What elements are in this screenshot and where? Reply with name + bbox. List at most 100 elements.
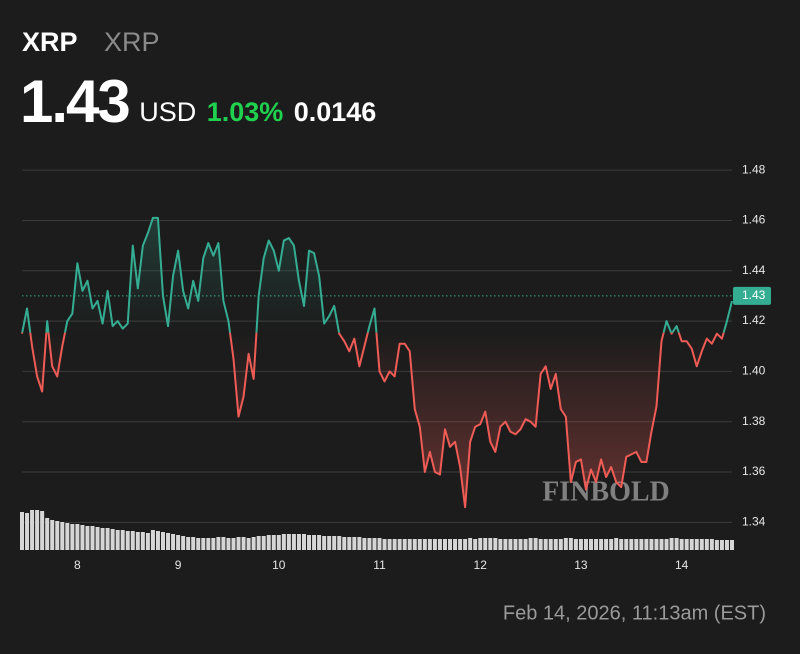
change: 0.0146 — [294, 97, 377, 127]
volume-bar — [533, 538, 538, 550]
volume-bar — [80, 525, 85, 550]
volume-bar — [246, 538, 251, 550]
volume-bar — [397, 539, 402, 550]
volume-bar — [130, 531, 135, 550]
volume-bar — [377, 538, 382, 550]
volume-bar — [392, 539, 397, 550]
volume-bar — [730, 540, 734, 550]
x-tick-label: 11 — [373, 558, 386, 572]
volume-bar — [704, 539, 709, 550]
volume-bar — [271, 535, 276, 550]
volume-bar — [684, 539, 689, 550]
volume-bar — [473, 539, 478, 550]
volume-bar — [528, 538, 533, 550]
volume-bar — [317, 535, 322, 550]
volume-bar — [407, 539, 412, 550]
volume-bar — [558, 539, 563, 550]
volume-bar — [181, 536, 186, 550]
volume-bar — [694, 539, 699, 550]
volume-bar — [251, 537, 256, 550]
price-row: 1.43 USD 1.03% 0.0146 — [20, 68, 376, 135]
volume-bar — [493, 538, 498, 550]
volume-bar — [160, 532, 165, 550]
volume-bar — [432, 539, 437, 550]
x-tick-label: 14 — [675, 558, 689, 572]
volume-bar — [150, 530, 155, 550]
volume-bar — [155, 531, 160, 550]
volume-bar — [241, 537, 246, 550]
x-tick-label: 10 — [272, 558, 286, 572]
volume-bar — [357, 537, 362, 550]
volume-bar — [296, 534, 301, 550]
y-tick-label: 1.46 — [742, 213, 766, 227]
volume-bar — [619, 539, 624, 550]
volume-bar — [65, 523, 70, 550]
currency: USD — [139, 97, 196, 127]
volume-bar — [563, 538, 568, 550]
volume-bar — [372, 538, 377, 550]
volume-bar — [75, 524, 80, 550]
volume-bar — [609, 539, 614, 550]
volume-bar — [483, 538, 488, 550]
volume-bar — [427, 539, 432, 550]
volume-bar — [654, 539, 659, 550]
volume-bar — [458, 539, 463, 550]
volume-bar — [332, 536, 337, 550]
price-tag — [733, 286, 771, 305]
volume-bar — [629, 539, 634, 550]
volume-bar — [634, 539, 639, 550]
volume-bar — [367, 538, 372, 550]
volume-bar — [347, 537, 352, 550]
volume-bar — [266, 535, 271, 550]
volume-bar — [191, 537, 196, 550]
volume-bar — [699, 539, 704, 550]
volume-bar — [322, 536, 327, 550]
volume-bar — [166, 533, 171, 550]
line-down — [21, 332, 725, 509]
volume-bar — [55, 521, 60, 550]
volume-bar — [714, 540, 719, 550]
volume-bar — [719, 540, 724, 550]
timestamp: Feb 14, 2026, 11:13am (EST) — [503, 602, 766, 624]
volume-bar — [110, 529, 115, 550]
volume-bar — [261, 536, 266, 550]
volume-bar — [422, 539, 427, 550]
volume-bar — [624, 539, 629, 550]
x-tick-label: 13 — [574, 558, 588, 572]
volume-bar — [659, 539, 664, 550]
volume-bar — [679, 539, 684, 550]
volume-bar — [508, 539, 513, 550]
volume-bar — [301, 534, 306, 550]
volume-bar — [216, 537, 221, 550]
volume-bar — [221, 537, 226, 550]
volume-bar — [513, 539, 518, 550]
symbol: XRP — [22, 27, 78, 57]
y-tick-label: 1.36 — [742, 464, 766, 478]
volume-bar — [35, 510, 40, 550]
volume-bar — [478, 538, 483, 550]
volume-bar — [25, 513, 30, 550]
y-tick-label: 1.44 — [742, 263, 766, 277]
volume-bar — [589, 539, 594, 550]
volume-bar — [583, 539, 588, 550]
volume-bar — [382, 539, 387, 550]
volume-bar — [70, 524, 75, 550]
volume-bar — [362, 538, 367, 550]
change-percent: 1.03% — [207, 97, 284, 127]
volume-bar — [689, 539, 694, 550]
volume-bar — [639, 539, 644, 550]
volume-bar — [488, 538, 493, 550]
volume-bar — [312, 535, 317, 550]
asset-name: XRP — [104, 27, 160, 57]
volume-bar — [30, 510, 35, 550]
volume-bar — [669, 538, 674, 550]
area-up — [22, 217, 732, 333]
volume-bar — [674, 538, 679, 550]
volume-bar — [201, 538, 206, 550]
volume-bar — [120, 530, 125, 550]
x-tick-label: 9 — [175, 558, 182, 572]
volume-bar — [352, 537, 357, 550]
volume-bar — [50, 520, 55, 550]
